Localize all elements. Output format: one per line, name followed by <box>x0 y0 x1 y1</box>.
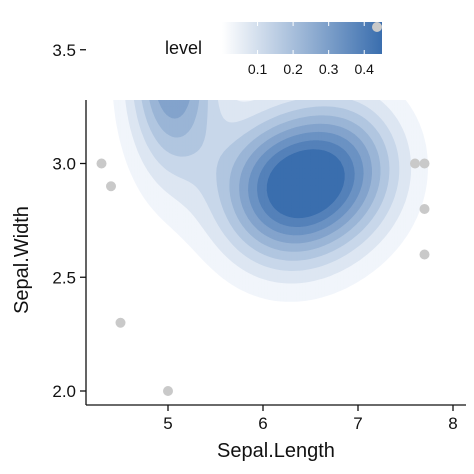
x-tick-label: 6 <box>258 414 267 433</box>
data-point <box>106 181 116 192</box>
legend: level 0.1 0.2 0.3 0.4 <box>165 22 382 77</box>
y-axis-title: Sepal.Width <box>11 206 33 314</box>
points-layer <box>96 22 430 396</box>
data-point <box>163 386 173 396</box>
data-point <box>115 317 126 328</box>
legend-tick-label: 0.2 <box>283 61 303 77</box>
y-tick-label: 2.5 <box>52 268 76 287</box>
data-point <box>419 204 430 214</box>
legend-tick-label: 0.4 <box>354 61 374 77</box>
x-axis-ticks: 5 6 7 8 <box>163 405 458 433</box>
legend-tick-label: 0.3 <box>319 61 339 77</box>
data-point <box>410 158 420 169</box>
data-point <box>419 249 430 260</box>
legend-title: level <box>165 38 202 58</box>
density-layers <box>113 100 429 302</box>
y-tick-label: 2.0 <box>52 382 76 401</box>
data-point <box>419 158 430 169</box>
data-point <box>96 158 107 169</box>
x-tick-label: 7 <box>353 414 362 433</box>
y-tick-label: 3.0 <box>52 155 76 174</box>
x-tick-label: 5 <box>163 414 172 433</box>
legend-tick-label: 0.1 <box>248 61 268 77</box>
data-point <box>372 22 382 32</box>
legend-colorbar <box>222 22 382 54</box>
x-axis-title: Sepal.Length <box>217 440 335 462</box>
y-axis-ticks: 2.02.53.03.54.04.5 <box>52 41 86 401</box>
density-level-9 <box>266 149 345 219</box>
y-tick-label: 3.5 <box>52 41 76 60</box>
x-tick-label: 8 <box>448 414 457 433</box>
legend-ticks: 0.1 0.2 0.3 0.4 <box>248 22 374 77</box>
